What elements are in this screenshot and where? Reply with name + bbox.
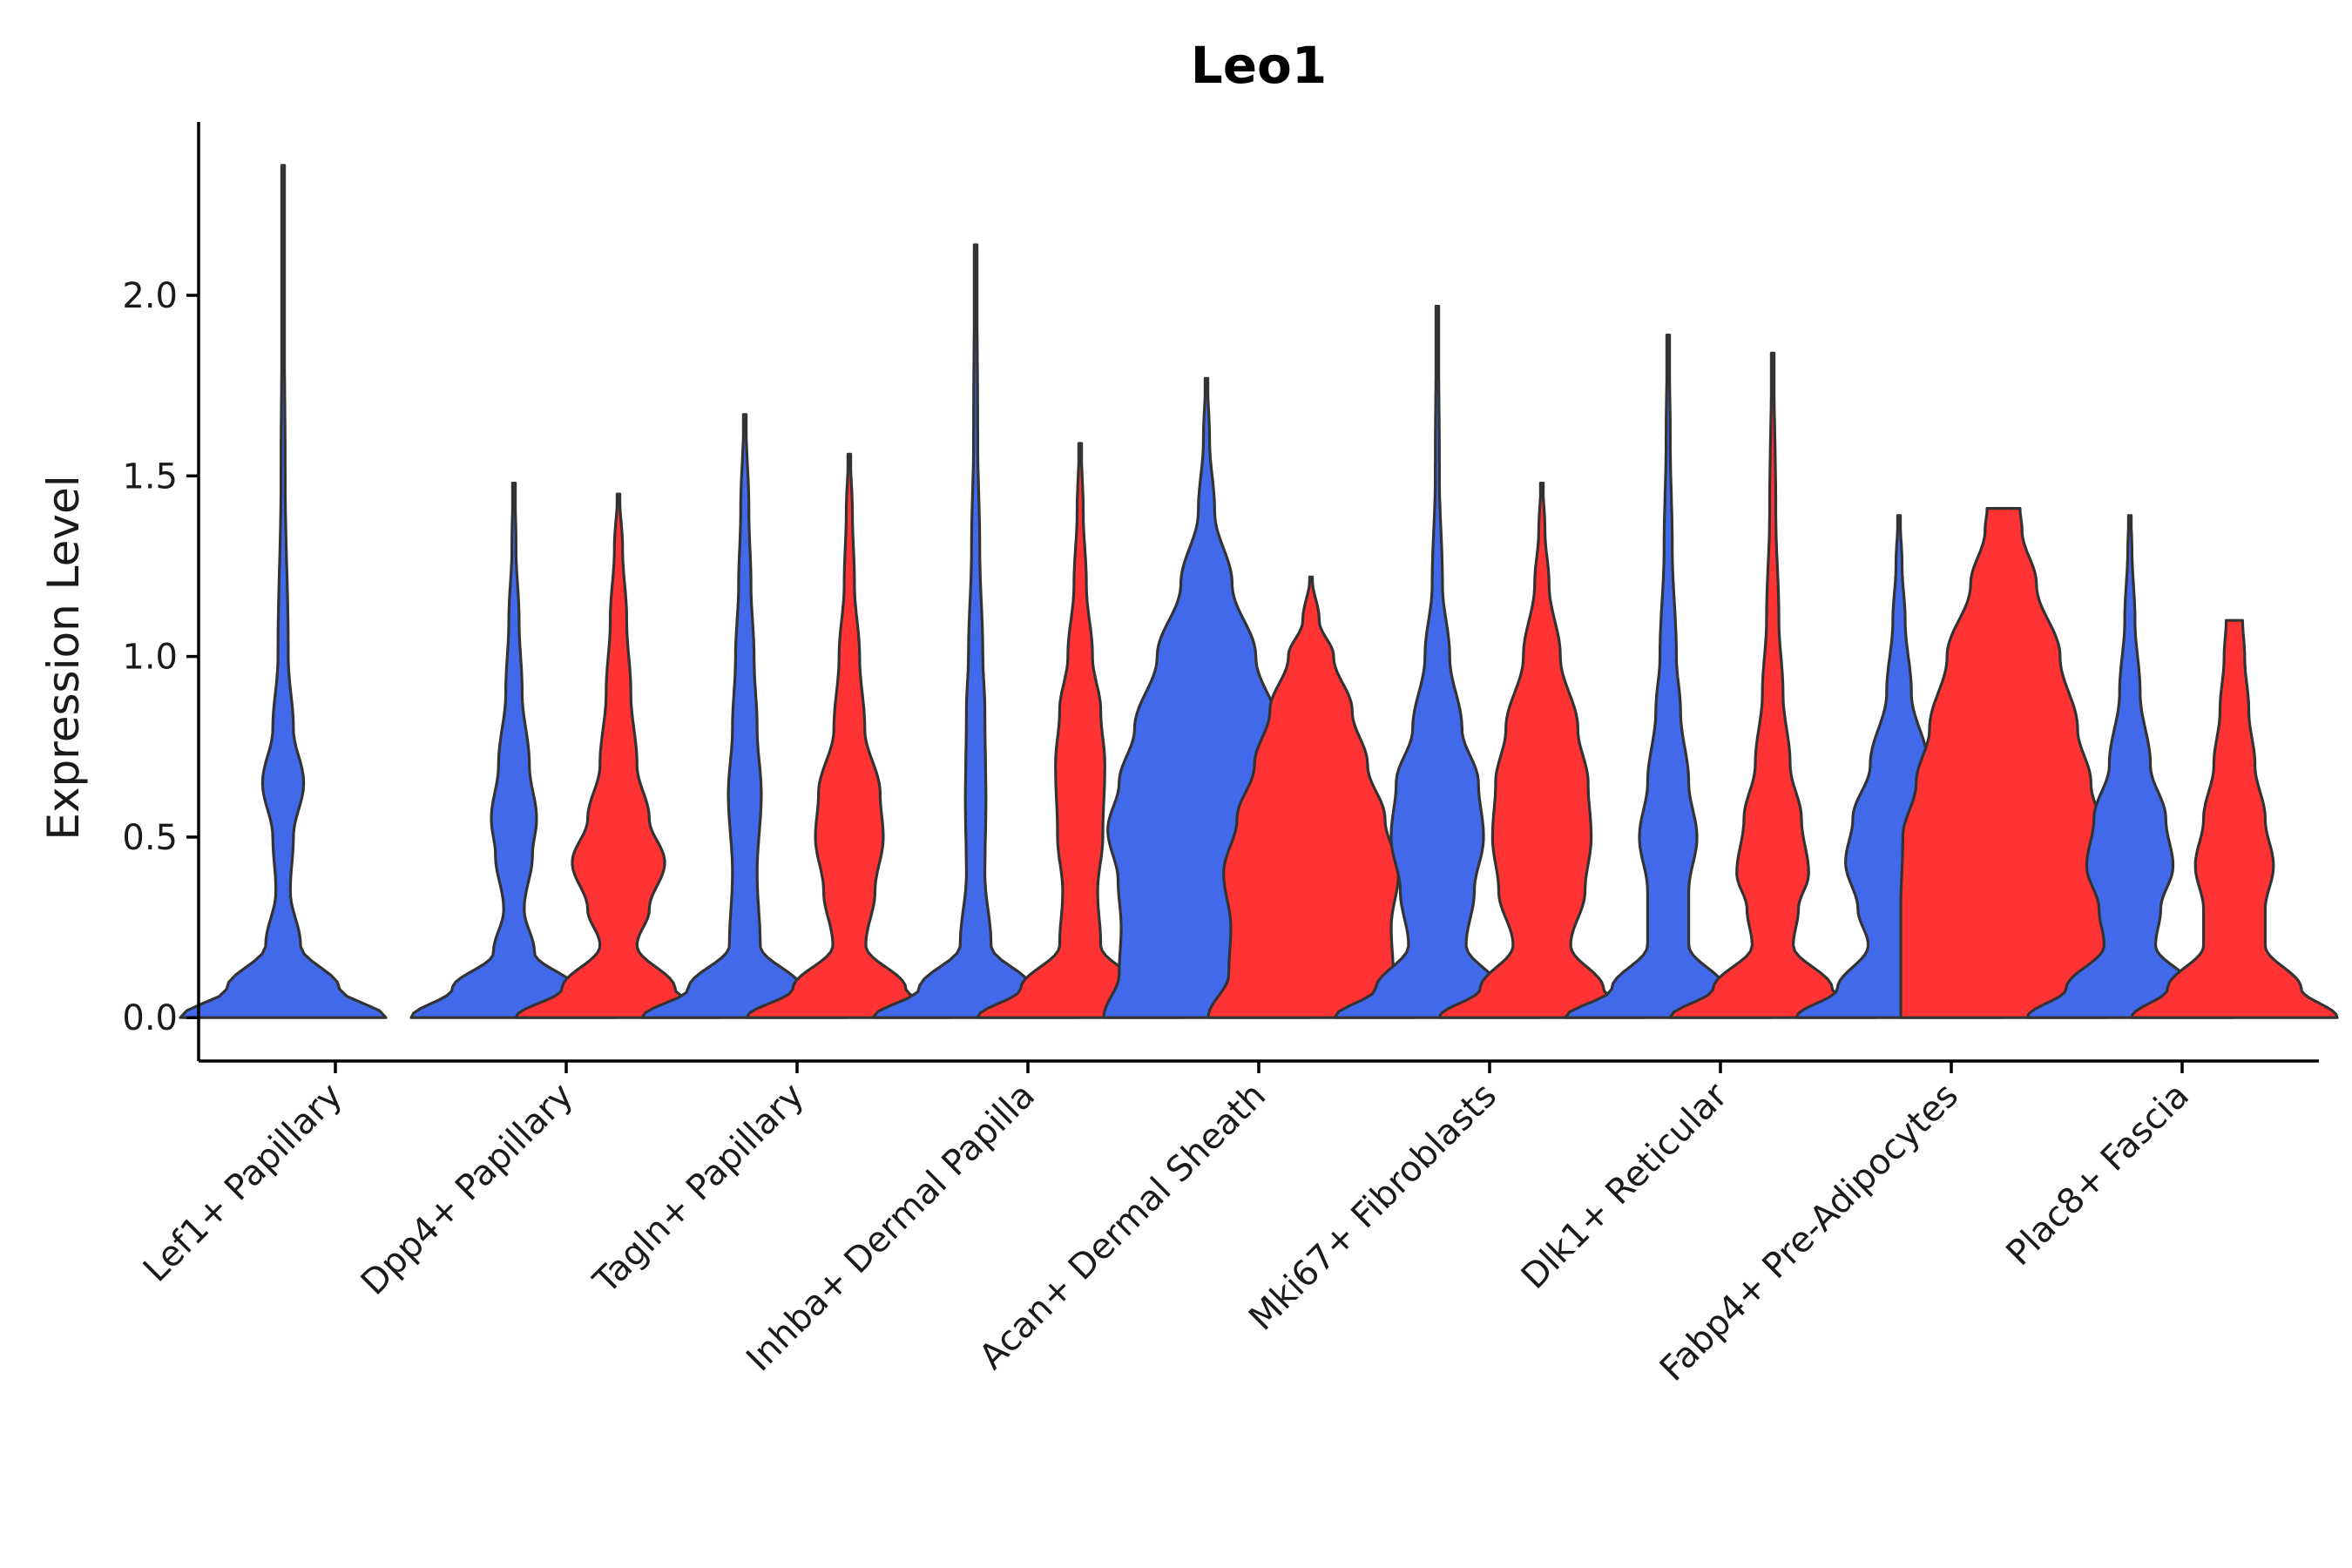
violin-2-group1 (409, 482, 618, 1019)
violin-8-group2 (1899, 507, 2108, 1019)
x-tick-label: Mki67+ Fibroblasts (1241, 1076, 1504, 1339)
y-axis-title: Expression Level (38, 475, 89, 840)
x-tick-label: Dpp4+ Papillary (354, 1076, 581, 1303)
violin-4-group2 (976, 442, 1185, 1019)
violin-6-group2 (1437, 482, 1646, 1019)
y-tick-label: 1.5 (122, 456, 178, 497)
violins-layer (179, 164, 2339, 1019)
violin-3-group2 (745, 452, 954, 1019)
y-tick-label: 2.0 (122, 276, 178, 316)
violin-7-group2 (1668, 351, 1877, 1019)
x-tick-label: Tagln+ Papillary (585, 1076, 812, 1302)
y-tick-label: 1.0 (122, 638, 178, 678)
y-tick-label: 0.5 (122, 818, 178, 858)
violin-7-group1 (1564, 334, 1773, 1019)
violin-6-group1 (1333, 304, 1542, 1019)
violin-9-group1 (2025, 514, 2234, 1019)
violin-1-group1 (179, 164, 388, 1019)
violin-9-group2 (2130, 618, 2339, 1019)
x-tick-label: Plac8+ Fascia (1999, 1076, 2198, 1274)
x-tick-label: Lef1+ Papillary (136, 1076, 350, 1290)
y-tick-label: 0.0 (122, 998, 178, 1038)
violin-2-group2 (514, 492, 723, 1019)
violin-4-group1 (871, 243, 1080, 1019)
x-tick-label: Dlk1+ Reticular (1514, 1075, 1736, 1297)
violin-3-group1 (640, 413, 849, 1019)
chart-title: Leo1 (1191, 36, 1328, 95)
